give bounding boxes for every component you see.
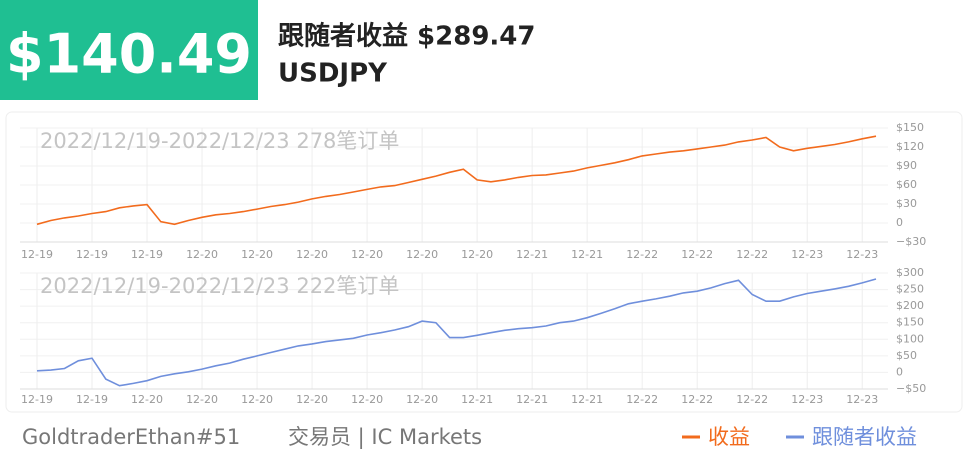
y-tick-label: $150 [896,121,924,134]
x-tick-label: 12-20 [241,393,273,406]
x-tick-label: 12-22 [736,393,768,406]
x-tick-label: 12-23 [846,248,878,261]
account-name: GoldtraderEthan#51 [22,425,240,449]
y-tick-label: $90 [896,159,917,172]
chart-subtitle: 2022/12/19-2022/12/23 278笔订单 [40,129,399,153]
chart-subtitle: 2022/12/19-2022/12/23 222笔订单 [40,274,399,298]
x-tick-label: 12-20 [351,248,383,261]
x-tick-label: 12-19 [21,248,53,261]
x-tick-label: 12-19 [76,248,108,261]
y-tick-label: $120 [896,140,924,153]
y-tick-label: −$30 [896,235,926,248]
x-tick-label: 12-23 [846,393,878,406]
legend-label: 收益 [708,425,750,449]
x-tick-label: 12-20 [131,393,163,406]
y-tick-label: 0 [896,365,903,378]
broker: 交易员 | IC Markets [288,425,482,450]
y-tick-label: $60 [896,178,917,191]
y-tick-label: 0 [896,216,903,229]
x-tick-label: 12-19 [76,393,108,406]
y-tick-label: $150 [896,316,924,329]
x-tick-label: 12-20 [296,393,328,406]
x-tick-label: 12-20 [461,248,493,261]
x-tick-label: 12-19 [21,393,53,406]
x-tick-label: 12-22 [681,393,713,406]
y-tick-label: $300 [896,266,924,279]
x-tick-label: 12-21 [571,248,603,261]
profit-amount: $140.49 [6,23,252,86]
x-tick-label: 12-20 [186,248,218,261]
x-tick-label: 12-21 [571,393,603,406]
y-tick-label: $50 [896,349,917,362]
x-tick-label: 12-20 [186,393,218,406]
legend-label: 跟随者收益 [812,425,917,449]
series-line [36,278,877,387]
x-tick-label: 12-20 [406,393,438,406]
follower-profit: 跟随者收益 $289.47 [278,21,535,52]
symbol: USDJPY [278,59,388,89]
x-tick-label: 12-21 [516,248,548,261]
y-tick-label: $200 [896,299,924,312]
x-tick-label: 12-22 [681,248,713,261]
amount-badge [0,0,258,100]
y-tick-label: $250 [896,283,924,296]
x-tick-label: 12-21 [516,393,548,406]
series-line [36,135,877,226]
y-tick-label: −$50 [896,382,926,395]
y-tick-label: $100 [896,332,924,345]
x-tick-label: 12-23 [791,393,823,406]
x-tick-label: 12-22 [736,248,768,261]
x-tick-label: 12-21 [461,393,493,406]
y-tick-label: $30 [896,197,917,210]
x-tick-label: 12-19 [131,248,163,261]
x-tick-label: 12-20 [241,248,273,261]
x-tick-label: 12-20 [351,393,383,406]
x-tick-label: 12-20 [406,248,438,261]
x-tick-label: 12-20 [296,248,328,261]
x-tick-label: 12-22 [626,393,658,406]
x-tick-label: 12-22 [626,248,658,261]
x-tick-label: 12-23 [791,248,823,261]
chart-panel [5,111,963,413]
